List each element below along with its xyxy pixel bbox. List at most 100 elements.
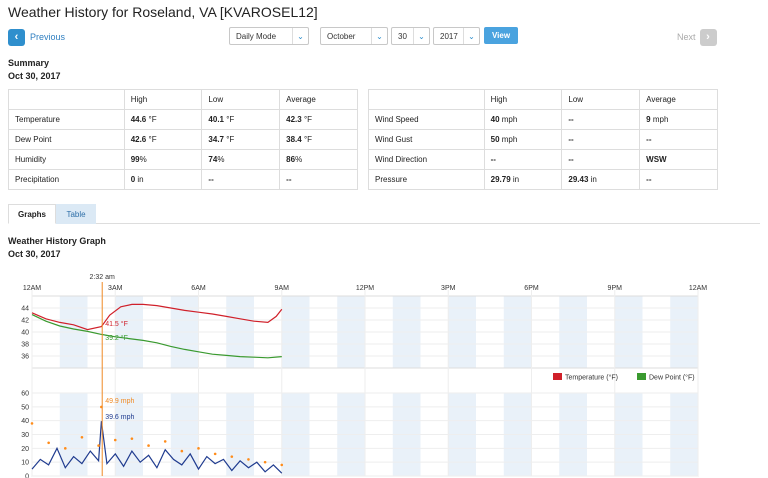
wind-tick-label: 60 — [21, 391, 29, 398]
temp-tick-label: 44 — [21, 306, 29, 313]
wind-gust-point — [230, 455, 234, 458]
cell-high: 99% — [123, 149, 203, 170]
wind-gust-point — [113, 438, 117, 442]
series-lines — [30, 303, 284, 474]
table-row: Humidity 99% 74% 86% — [8, 149, 358, 170]
weather-history-graph[interactable]: 12AM 3AM 6AM 9AM 12PM 3PM 6PM 9PM 12AM 36 38 40 42 4… — [0, 266, 768, 478]
wind-gust-point — [280, 463, 284, 467]
chevron-down-icon: ⌄ — [371, 28, 387, 44]
mode-select[interactable]: Daily Mode ⌄ — [229, 27, 309, 45]
row-label: Precipitation — [8, 169, 125, 190]
cell-high: 29.79 in — [483, 169, 563, 190]
wind-gust-point — [97, 444, 100, 447]
cell-average: 42.3 °F — [279, 109, 358, 130]
dew-point-line — [31, 314, 282, 359]
cursor-time-label: 2:32 am — [90, 274, 115, 281]
time-tick-label: 12AM — [23, 285, 41, 292]
previous-button[interactable]: ‹ Previous — [8, 28, 65, 46]
page-title: Weather History for Roseland, VA [KVAROS… — [8, 4, 318, 20]
temperature-line — [31, 303, 283, 331]
row-label: Wind Gust — [368, 129, 485, 150]
time-tick-label: 9PM — [608, 285, 623, 292]
wind-tick-label: 10 — [21, 460, 29, 467]
chevron-left-icon: ‹ — [8, 28, 25, 46]
time-tick-label: 3AM — [108, 285, 123, 292]
time-tick-label: 12AM — [689, 285, 707, 292]
legend: Temperature (°F) Dew Point (°F) — [553, 373, 695, 382]
wind-gust-point — [130, 437, 134, 440]
chevron-down-icon: ⌄ — [292, 28, 308, 44]
year-select-value: 2017 — [440, 31, 458, 41]
previous-label: Previous — [30, 32, 66, 42]
cell-high: 40 mph — [483, 109, 563, 130]
graph-date: Oct 30, 2017 — [8, 249, 61, 259]
temp-tick-label: 38 — [21, 342, 29, 349]
temp-tick-label: 42 — [21, 318, 29, 325]
wind-speed-tooltip: 39.6 mph — [105, 414, 134, 421]
table-header-row: High Low Average — [8, 89, 358, 110]
cell-low: -- — [561, 109, 641, 130]
column-header: Average — [279, 89, 358, 110]
wind-speed-line — [31, 421, 283, 474]
wind-gust-point — [30, 422, 34, 425]
year-select[interactable]: 2017 ⌄ — [433, 27, 480, 45]
cell-low: 40.1 °F — [201, 109, 281, 130]
month-select[interactable]: October ⌄ — [320, 27, 388, 45]
wind-gust-point — [213, 452, 217, 456]
tab-graphs[interactable]: Graphs — [8, 204, 56, 224]
view-button[interactable]: View — [484, 27, 518, 44]
cell-average: WSW — [639, 149, 718, 170]
table-row: Wind Direction -- -- WSW — [368, 149, 718, 170]
day-select[interactable]: 30 ⌄ — [391, 27, 430, 45]
chevron-right-icon: › — [699, 28, 717, 46]
column-header: High — [123, 89, 203, 110]
cell-high: 50 mph — [483, 129, 563, 150]
row-label: Dew Point — [8, 129, 125, 150]
column-header: Low — [561, 89, 641, 110]
column-header: Low — [201, 89, 281, 110]
temp-tick-label: 36 — [21, 354, 29, 361]
column-header: High — [483, 89, 563, 110]
next-label: Next — [677, 32, 696, 42]
wind-gust-point — [263, 460, 267, 464]
wind-y-axis: 0 10 20 30 40 50 60 — [21, 391, 698, 478]
temperature-tooltip: 41.5 °F — [105, 320, 128, 328]
chevron-down-icon: ⌄ — [413, 28, 429, 44]
time-tick-label: 12PM — [356, 285, 374, 292]
wind-gust-point — [64, 447, 67, 450]
wind-tick-label: 0 — [25, 474, 29, 478]
row-label: Pressure — [368, 169, 485, 190]
wind-gust-point — [147, 444, 150, 447]
legend-label-temperature: Temperature (°F) — [565, 374, 618, 382]
temp-tick-label: 40 — [21, 330, 29, 337]
table-row: Temperature 44.6 °F 40.1 °F 42.3 °F — [8, 109, 358, 130]
cell-high: -- — [483, 149, 563, 170]
time-tick-label: 6AM — [191, 285, 206, 292]
wind-gust-point — [163, 440, 167, 443]
view-tabs: Graphs Table — [8, 204, 760, 224]
wind-gust-tooltip: 49.9 mph — [105, 398, 134, 405]
table-row: Dew Point 42.6 °F 34.7 °F 38.4 °F — [8, 129, 358, 150]
cell-low: -- — [201, 169, 281, 190]
table-row: Precipitation 0 in -- -- — [8, 169, 358, 190]
cell-average: -- — [279, 169, 358, 190]
cell-low: 74% — [201, 149, 281, 170]
time-tick-label: 9AM — [275, 285, 290, 292]
row-label: Wind Direction — [368, 149, 485, 170]
summary-table-left: High Low Average Temperature 44.6 °F 40.… — [8, 89, 358, 190]
legend-swatch-temperature — [553, 373, 562, 380]
row-label: Humidity — [8, 149, 125, 170]
wind-gust-point — [180, 449, 184, 453]
next-button[interactable]: Next › — [677, 28, 717, 46]
cell-high: 44.6 °F — [123, 109, 203, 130]
wind-tick-label: 40 — [21, 418, 29, 425]
tab-table[interactable]: Table — [56, 204, 96, 224]
day-select-value: 30 — [398, 31, 407, 41]
table-row: Wind Gust 50 mph -- -- — [368, 129, 718, 150]
cell-high: 0 in — [123, 169, 203, 190]
wind-gust-point — [80, 435, 84, 439]
wind-tick-label: 30 — [21, 432, 29, 439]
cell-average: 38.4 °F — [279, 129, 358, 150]
cell-average: -- — [639, 169, 718, 190]
summary-date: Oct 30, 2017 — [8, 71, 61, 81]
